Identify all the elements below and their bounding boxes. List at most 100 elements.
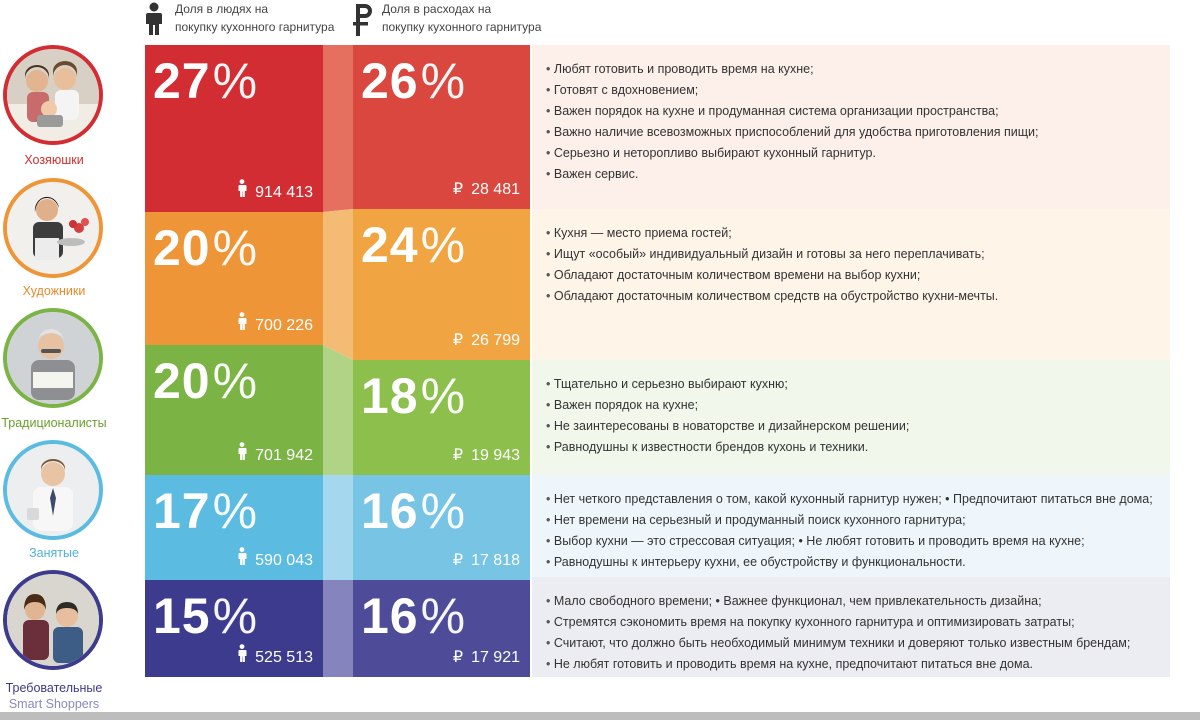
percent-value: 20 xyxy=(153,353,211,409)
person-icon xyxy=(238,179,247,197)
people-count-value: 701 942 xyxy=(255,447,313,464)
people-share-percent: 17% xyxy=(153,481,258,541)
percent-sign: % xyxy=(212,220,259,276)
percent-value: 16 xyxy=(361,483,419,539)
ruble-icon: ₽ xyxy=(452,552,464,569)
segment-name-text: Требовательные xyxy=(5,681,103,695)
people-share-band: 20% 701 942 xyxy=(145,345,323,475)
description-item: Выбор кухни — это стрессовая ситуация; •… xyxy=(546,531,1156,552)
spend-share-band: 24% ₽26 799 xyxy=(353,209,530,360)
description-item: Стремятся сэкономить время на покупку ку… xyxy=(546,612,1156,633)
segment-name: Хозяюшки xyxy=(0,152,108,168)
segment-connector xyxy=(323,45,353,212)
segment-name: Требовательные Smart Shoppers xyxy=(0,680,108,712)
segment-name-text: Традиционалисты xyxy=(1,416,107,430)
segment-name: Занятые xyxy=(0,545,108,561)
description-item: Кухня — место приема гостей; xyxy=(546,223,1156,244)
segment-connector xyxy=(323,580,353,677)
percent-sign: % xyxy=(212,53,259,109)
people-count-value: 700 226 xyxy=(255,317,313,334)
person-icon xyxy=(237,644,247,667)
ruble-icon: ₽ xyxy=(452,181,464,198)
segment-name: Художники xyxy=(0,283,108,299)
description-item: Важно наличие всевозможных приспособлени… xyxy=(546,122,1156,143)
segment-description: Нет четкого представления о том, какой к… xyxy=(532,475,1170,577)
ruble-icon xyxy=(353,4,372,36)
spend-share-percent: 16% xyxy=(361,481,466,541)
segment-avatar xyxy=(3,440,103,540)
description-item: Готовят с вдохновением; xyxy=(546,80,1156,101)
person-icon xyxy=(237,312,247,335)
spend-amount: ₽26 799 xyxy=(453,330,520,350)
percent-sign: % xyxy=(420,217,467,273)
segment-avatar xyxy=(3,178,103,278)
ruble-icon: ₽ xyxy=(452,332,464,349)
spend-amount-value: 17 818 xyxy=(471,552,520,569)
spend-amount-value: 28 481 xyxy=(471,181,520,198)
description-list: Мало свободного времени; • Важнее функци… xyxy=(546,591,1156,675)
person-icon xyxy=(238,547,247,565)
description-list: Кухня — место приема гостей;Ищут «особый… xyxy=(546,223,1156,307)
percent-sign: % xyxy=(212,483,259,539)
spend-share-band: 16% ₽17 818 xyxy=(353,475,530,580)
description-item: Не любят готовить и проводить время на к… xyxy=(546,654,1156,675)
people-share-band: 20% 700 226 xyxy=(145,212,323,345)
segment-description: Кухня — место приема гостей;Ищут «особый… xyxy=(532,209,1170,360)
people-share-percent: 20% xyxy=(153,351,258,411)
percent-value: 20 xyxy=(153,220,211,276)
description-item: Важен сервис. xyxy=(546,164,1156,185)
percent-value: 18 xyxy=(361,368,419,424)
description-item: Равнодушны к известности брендов кухонь … xyxy=(546,437,1156,458)
description-item: Тщательно и серьезно выбирают кухню; xyxy=(546,374,1156,395)
people-share-percent: 20% xyxy=(153,218,258,278)
bottom-divider xyxy=(0,712,1200,720)
person-icon xyxy=(237,442,247,465)
ruble-icon: ₽ xyxy=(452,649,464,666)
spend-share-band: 18% ₽19 943 xyxy=(353,360,530,475)
spend-header-line2: покупку кухонного гарнитура xyxy=(382,20,542,34)
people-share-band: 17% 590 043 xyxy=(145,475,323,580)
person-icon xyxy=(237,547,247,570)
segment-name-text: Художники xyxy=(22,284,86,298)
segment-avatar xyxy=(3,308,103,408)
percent-value: 27 xyxy=(153,53,211,109)
people-header-line1: Доля в людях на xyxy=(175,2,269,16)
percent-value: 24 xyxy=(361,217,419,273)
segment-description: Тщательно и серьезно выбирают кухню;Важе… xyxy=(532,360,1170,475)
spend-header-line1: Доля в расходах на xyxy=(382,2,492,16)
description-item: Ищут «особый» индивидуальный дизайн и го… xyxy=(546,244,1156,265)
percent-value: 17 xyxy=(153,483,211,539)
people-count: 525 513 xyxy=(237,644,313,667)
percent-sign: % xyxy=(420,53,467,109)
description-list: Тщательно и серьезно выбирают кухню;Важе… xyxy=(546,374,1156,458)
description-item: Нет времени на серьезный и продуманный п… xyxy=(546,510,1156,531)
segment-connector xyxy=(323,475,353,580)
spend-share-band: 16% ₽17 921 xyxy=(353,580,530,677)
percent-sign: % xyxy=(420,588,467,644)
person-icon xyxy=(238,312,247,330)
spend-share-percent: 26% xyxy=(361,51,466,111)
percent-sign: % xyxy=(420,368,467,424)
description-item: Считают, что должно быть необходимый мин… xyxy=(546,633,1156,654)
people-count: 914 413 xyxy=(237,179,313,202)
description-item: Важен порядок на кухне; xyxy=(546,395,1156,416)
people-share-percent: 15% xyxy=(153,586,258,646)
segment-connector xyxy=(323,209,353,360)
description-item: Нет четкого представления о том, какой к… xyxy=(546,489,1156,510)
segment-name-text: Хозяюшки xyxy=(24,153,84,167)
spend-amount: ₽17 921 xyxy=(453,647,520,667)
segment-name-subtitle: Smart Shoppers xyxy=(8,697,100,711)
people-count-value: 525 513 xyxy=(255,649,313,666)
spend-amount: ₽19 943 xyxy=(453,445,520,465)
description-item: Обладают достаточным количеством времени… xyxy=(546,265,1156,286)
people-header-line2: покупку кухонного гарнитура xyxy=(175,20,335,34)
people-count-value: 590 043 xyxy=(255,552,313,569)
person-icon xyxy=(238,442,247,460)
percent-sign: % xyxy=(212,588,259,644)
people-share-band: 27% 914 413 xyxy=(145,45,323,212)
ruble-icon: ₽ xyxy=(452,447,464,464)
people-count: 590 043 xyxy=(237,547,313,570)
percent-sign: % xyxy=(212,353,259,409)
segment-avatar xyxy=(3,45,103,145)
people-count: 701 942 xyxy=(237,442,313,465)
